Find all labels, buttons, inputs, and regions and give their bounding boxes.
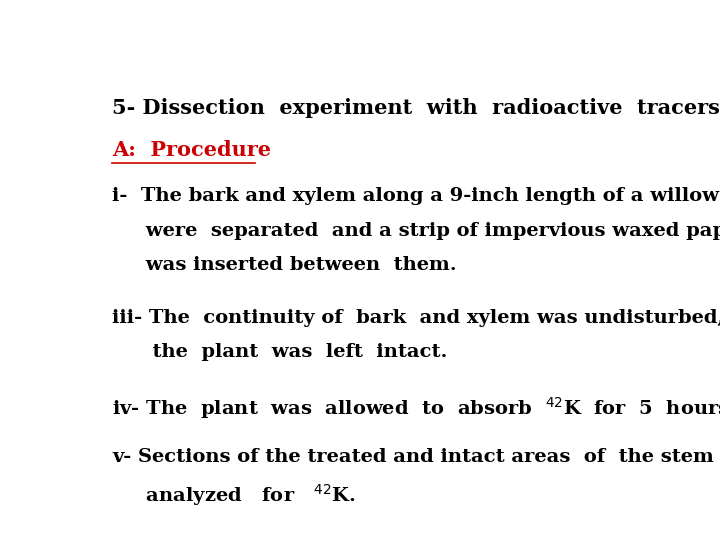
Text: A:  Procedure: A: Procedure bbox=[112, 140, 271, 160]
Text: analyzed   for   $^{42}$K.: analyzed for $^{42}$K. bbox=[112, 482, 356, 508]
Text: v- Sections of the treated and intact areas  of  the stem  were: v- Sections of the treated and intact ar… bbox=[112, 448, 720, 467]
Text: i-  The bark and xylem along a 9-inch length of a willow stem: i- The bark and xylem along a 9-inch len… bbox=[112, 187, 720, 205]
Text: 5- Dissection  experiment  with  radioactive  tracers:: 5- Dissection experiment with radioactiv… bbox=[112, 98, 720, 118]
Text: iv- The  plant  was  allowed  to  absorb  $^{42}$K  for  5  hours.: iv- The plant was allowed to absorb $^{4… bbox=[112, 395, 720, 421]
Text: was inserted between  them.: was inserted between them. bbox=[112, 255, 457, 274]
Text: were  separated  and a strip of impervious waxed paper: were separated and a strip of impervious… bbox=[112, 221, 720, 240]
Text: iii- The  continuity of  bark  and xylem was undisturbed,   and: iii- The continuity of bark and xylem wa… bbox=[112, 308, 720, 327]
Text: the  plant  was  left  intact.: the plant was left intact. bbox=[112, 342, 448, 361]
